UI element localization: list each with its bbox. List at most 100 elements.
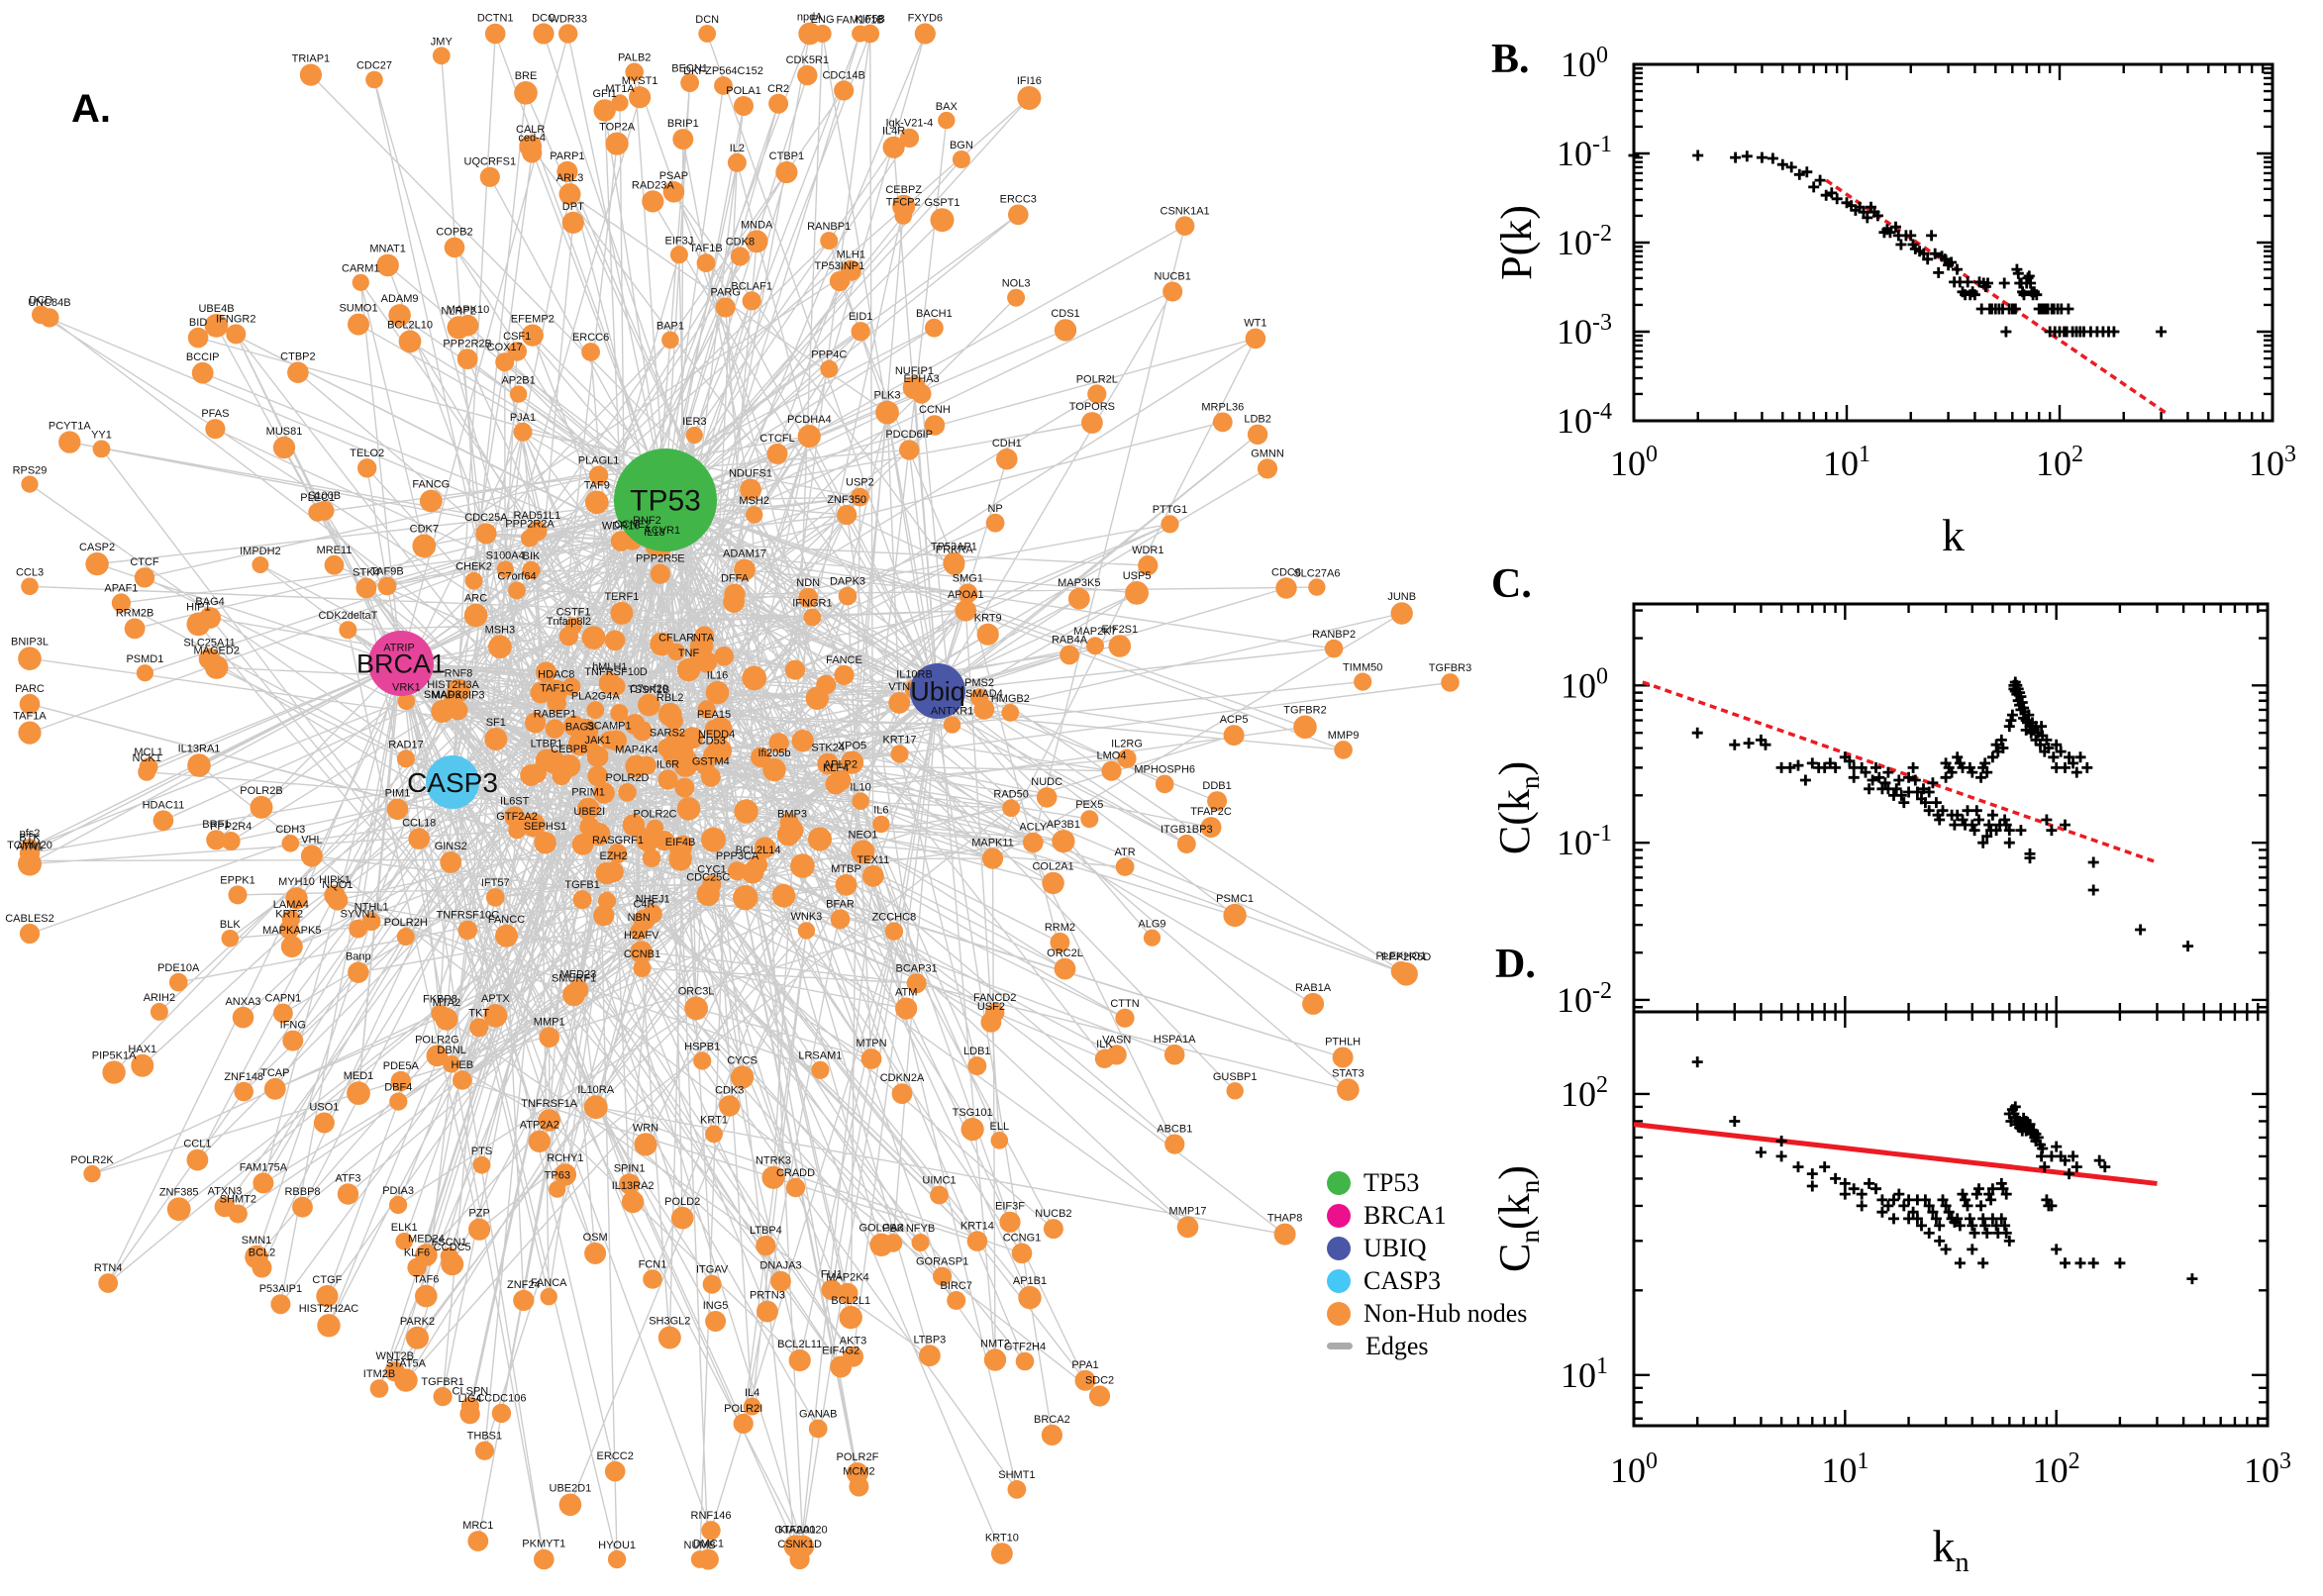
svg-text:GINS2: GINS2 (435, 841, 467, 852)
svg-text:Banp: Banp (346, 951, 371, 963)
svg-text:EPPK1: EPPK1 (220, 874, 254, 886)
svg-text:TAF9: TAF9 (584, 480, 610, 492)
svg-text:HIPK1: HIPK1 (319, 874, 351, 886)
svg-text:IFT57: IFT57 (481, 877, 510, 889)
svg-text:CDC6: CDC6 (1271, 566, 1301, 578)
svg-text:KIF5B: KIF5B (855, 14, 885, 26)
svg-text:CDC14B: CDC14B (822, 69, 864, 81)
svg-text:GSTM4: GSTM4 (692, 756, 730, 768)
svg-text:MSH2: MSH2 (739, 495, 769, 507)
svg-text:PRTN3: PRTN3 (750, 1290, 785, 1302)
svg-text:NTHL1: NTHL1 (354, 902, 389, 914)
svg-text:PLAGL1: PLAGL1 (578, 455, 620, 467)
svg-text:COX17: COX17 (487, 342, 523, 353)
svg-text:103: 103 (2244, 1448, 2291, 1490)
svg-text:THAP8: THAP8 (1267, 1213, 1302, 1225)
svg-text:ANTXR1: ANTXR1 (931, 705, 973, 717)
svg-text:ZNF148: ZNF148 (224, 1071, 263, 1083)
svg-text:MSH3: MSH3 (485, 625, 516, 637)
svg-text:CDS1: CDS1 (1051, 308, 1079, 320)
svg-text:EZH2: EZH2 (599, 850, 627, 862)
svg-text:NDUFS1: NDUFS1 (729, 468, 772, 480)
svg-text:npdA: npdA (797, 12, 823, 24)
svg-text:HIST2H3A: HIST2H3A (427, 679, 479, 691)
svg-text:HSPA1A: HSPA1A (1154, 1034, 1196, 1046)
svg-text:DAPK3: DAPK3 (830, 576, 865, 588)
fit-line-C (1642, 680, 2159, 864)
svg-text:DBF4: DBF4 (384, 1082, 412, 1094)
svg-text:MNDA: MNDA (741, 219, 773, 231)
legend: TP53 BRCA1 UBIQ CASP3 Non-Hub nodes Edges (1327, 1166, 1527, 1362)
svg-text:CTGF: CTGF (312, 1274, 342, 1286)
svg-text:SLC25A11: SLC25A11 (183, 638, 235, 649)
svg-text:STK4: STK4 (353, 566, 380, 578)
svg-text:100: 100 (1561, 43, 1608, 84)
svg-text:PSAP: PSAP (659, 170, 688, 182)
svg-text:NFYB: NFYB (906, 1223, 935, 1235)
svg-text:MAGED2: MAGED2 (193, 645, 239, 656)
svg-text:PARC: PARC (15, 683, 45, 695)
fit-line-B (1825, 178, 2169, 416)
svg-text:UQCRFS1: UQCRFS1 (464, 156, 517, 168)
svg-text:HDAC11: HDAC11 (143, 799, 185, 811)
svg-text:SHMT2: SHMT2 (220, 1194, 256, 1206)
svg-text:ZNF385: ZNF385 (159, 1187, 199, 1199)
svg-text:BGN: BGN (950, 140, 973, 151)
axis-ticks (1632, 62, 2274, 423)
svg-text:SYVN1: SYVN1 (341, 909, 376, 921)
svg-text:FANCC: FANCC (488, 914, 525, 926)
svg-text:NHEJ1: NHEJ1 (636, 893, 670, 905)
svg-text:APTX: APTX (481, 993, 510, 1005)
svg-text:POLD2: POLD2 (664, 1196, 700, 1208)
svg-text:MTBP: MTBP (831, 863, 861, 875)
svg-text:S100B: S100B (308, 490, 341, 502)
svg-text:TGFBR2: TGFBR2 (1283, 705, 1326, 717)
svg-text:102: 102 (2033, 1448, 2080, 1490)
svg-text:POLR2G: POLR2G (415, 1034, 459, 1046)
svg-text:TIMM50: TIMM50 (1343, 662, 1382, 674)
svg-text:RPS29: RPS29 (13, 465, 48, 477)
svg-text:PALB2: PALB2 (618, 52, 651, 64)
svg-text:WDR16: WDR16 (602, 520, 641, 532)
svg-text:BNIP3L: BNIP3L (11, 636, 49, 648)
svg-text:CTCFL: CTCFL (759, 433, 794, 445)
svg-text:DCN: DCN (695, 14, 719, 26)
svg-text:CR2: CR2 (767, 83, 789, 95)
svg-text:CDK2deltaT: CDK2deltaT (318, 610, 377, 622)
svg-text:H2AFV: H2AFV (624, 930, 659, 942)
svg-text:TP53INP1: TP53INP1 (815, 260, 865, 272)
svg-text:ATP2A2: ATP2A2 (520, 1120, 559, 1132)
svg-text:MMP17: MMP17 (1169, 1206, 1207, 1218)
svg-text:LTBP4: LTBP4 (750, 1225, 782, 1237)
svg-text:AKT3: AKT3 (840, 1336, 867, 1347)
svg-text:STAT3: STAT3 (1332, 1067, 1364, 1079)
svg-text:POLR2L: POLR2L (1076, 373, 1118, 385)
svg-text:TSG101: TSG101 (953, 1107, 993, 1119)
svg-text:HSPB1: HSPB1 (684, 1041, 720, 1052)
svg-text:IL4R: IL4R (882, 126, 905, 138)
svg-text:DNAJA3: DNAJA3 (759, 1260, 801, 1272)
svg-text:TP53AP1: TP53AP1 (931, 542, 977, 553)
svg-text:TEX11: TEX11 (857, 854, 889, 866)
scatter-points-D (1691, 1056, 2198, 1285)
svg-text:MED24: MED24 (408, 1233, 445, 1245)
svg-text:POLR2F: POLR2F (837, 1451, 879, 1463)
svg-text:EID1: EID1 (849, 311, 872, 323)
svg-text:SMAD4: SMAD4 (965, 688, 1003, 700)
svg-text:SMAD3: SMAD3 (424, 689, 461, 701)
svg-text:ZNF24: ZNF24 (507, 1279, 541, 1291)
svg-text:AP1B1: AP1B1 (1013, 1275, 1047, 1287)
svg-text:BID: BID (189, 317, 207, 329)
svg-text:ERCC3: ERCC3 (1000, 194, 1037, 206)
svg-text:10-2: 10-2 (1557, 221, 1612, 262)
scatter-points-B (1628, 150, 2168, 338)
svg-text:RANBP2: RANBP2 (1312, 629, 1356, 641)
svg-text:S100A4: S100A4 (486, 549, 525, 561)
svg-text:kn: kn (1932, 1521, 1969, 1578)
svg-text:CDH3: CDH3 (275, 824, 305, 836)
svg-text:FLI1: FLI1 (821, 1268, 843, 1280)
degree-distribution-plot: 100 101 102 103 100 10-1 10-2 10-3 10-4 P(k) k (1492, 43, 2296, 560)
svg-text:AP2B1: AP2B1 (501, 374, 535, 386)
svg-text:ITGB1BP3: ITGB1BP3 (1161, 824, 1213, 836)
svg-text:NCK1: NCK1 (133, 752, 161, 764)
